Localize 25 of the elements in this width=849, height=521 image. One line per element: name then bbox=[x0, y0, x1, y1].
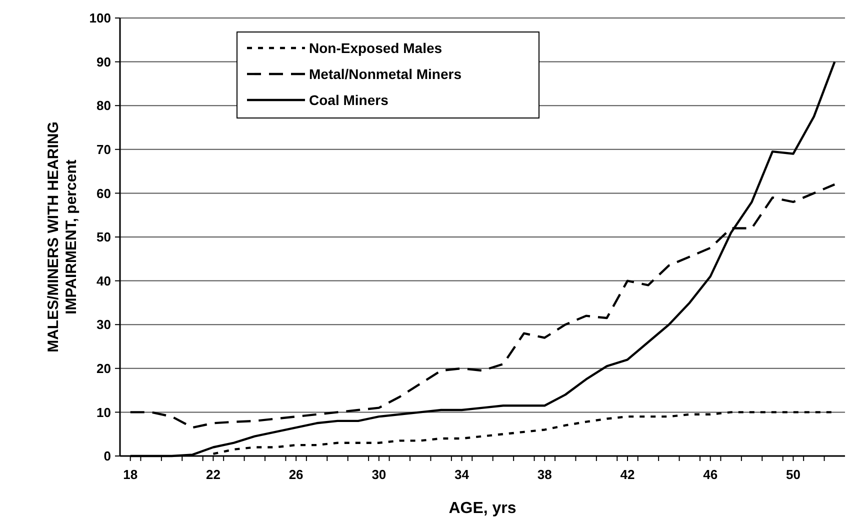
y-tick-label: 20 bbox=[96, 360, 111, 376]
x-tick-label: 26 bbox=[288, 467, 304, 482]
legend-label: Non-Exposed Males bbox=[309, 40, 442, 56]
x-tick-label: 18 bbox=[123, 467, 138, 482]
y-tick-label: 80 bbox=[96, 98, 111, 114]
y-tick-label: 70 bbox=[96, 142, 111, 157]
y-tick-label: 30 bbox=[96, 317, 111, 332]
y-tick-label: 40 bbox=[96, 273, 111, 288]
y-tick-label: 90 bbox=[96, 54, 111, 70]
y-tick-label: 0 bbox=[104, 448, 111, 464]
y-tick-label: 100 bbox=[89, 10, 111, 26]
x-tick-label: 34 bbox=[454, 467, 470, 482]
legend-label: Coal Miners bbox=[309, 92, 389, 108]
x-tick-label: 30 bbox=[372, 467, 386, 482]
x-axis-title: AGE, yrs bbox=[448, 500, 516, 517]
legend-label: Metal/Nonmetal Miners bbox=[309, 66, 462, 82]
y-tick-label: 10 bbox=[96, 404, 111, 420]
x-tick-label: 22 bbox=[206, 467, 220, 482]
y-axis-title: MALES/MINERS WITH HEARING IMPAIRMENT, percent bbox=[45, 122, 80, 352]
x-tick-label: 50 bbox=[786, 467, 800, 482]
x-tick-label: 38 bbox=[537, 467, 552, 482]
y-tick-label: 60 bbox=[96, 186, 111, 201]
y-tick-label: 50 bbox=[96, 230, 111, 245]
x-tick-label: 42 bbox=[620, 467, 635, 482]
x-tick-label: 46 bbox=[703, 467, 718, 482]
